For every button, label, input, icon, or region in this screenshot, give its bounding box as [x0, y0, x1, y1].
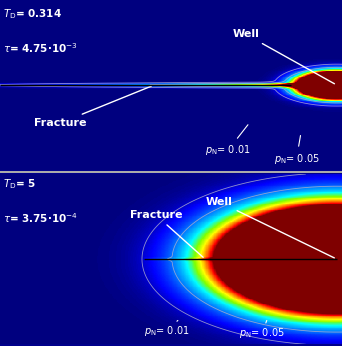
Text: $\tau$= 4.75·10$^{-3}$: $\tau$= 4.75·10$^{-3}$: [3, 41, 78, 55]
Text: $p_\mathrm{N}$= 0.05: $p_\mathrm{N}$= 0.05: [274, 136, 319, 166]
Text: $p_\mathrm{N}$= 0.05: $p_\mathrm{N}$= 0.05: [239, 320, 285, 340]
Text: Fracture: Fracture: [34, 86, 151, 128]
Text: $\tau$= 3.75·10$^{-4}$: $\tau$= 3.75·10$^{-4}$: [3, 211, 78, 225]
Text: Well: Well: [205, 197, 334, 258]
Text: $T_\mathrm{D}$= 5: $T_\mathrm{D}$= 5: [3, 177, 37, 191]
Text: $p_\mathrm{N}$= 0.01: $p_\mathrm{N}$= 0.01: [205, 125, 251, 157]
Text: Fracture: Fracture: [130, 210, 203, 257]
Text: $p_\mathrm{N}$= 0.01: $p_\mathrm{N}$= 0.01: [144, 320, 189, 338]
Text: $T_\mathrm{D}$= 0.314: $T_\mathrm{D}$= 0.314: [3, 7, 62, 21]
Text: Well: Well: [233, 29, 334, 84]
